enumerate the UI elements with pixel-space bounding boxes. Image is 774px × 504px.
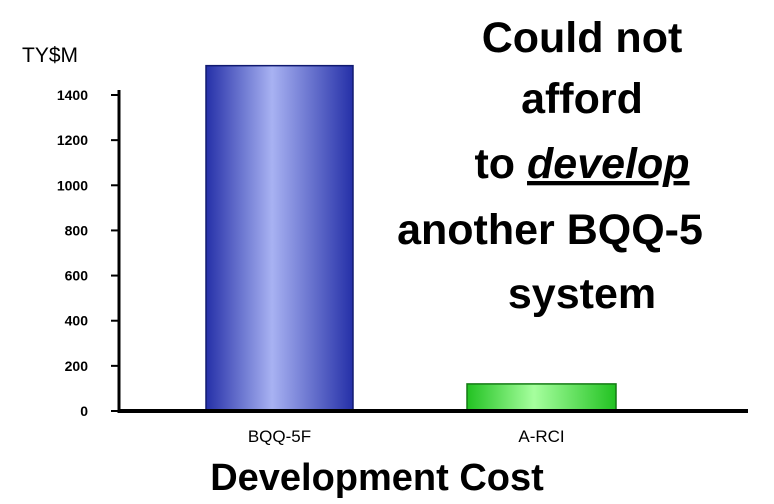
y-tick-label: 400	[65, 313, 89, 329]
annotation-line-3: to develop	[474, 140, 689, 188]
y-tick-label: 1200	[57, 132, 88, 148]
y-axis-ticks: 0 200 400 600 800 1000 1200 1400	[57, 87, 119, 419]
y-tick-label: 800	[65, 222, 89, 238]
x-axis-categories: BQQ-5F A-RCI	[248, 427, 565, 446]
bar-bqq-5f	[205, 64, 354, 412]
y-tick-label: 1400	[57, 87, 88, 103]
annotation: Could not afford to develop another BQQ-…	[397, 14, 703, 318]
x-axis-title: Development Cost	[210, 457, 544, 499]
category-label: BQQ-5F	[248, 427, 311, 446]
annotation-line-3-prefix: to	[474, 140, 527, 188]
y-tick-label: 200	[65, 358, 89, 374]
annotation-line-1: Could not	[482, 14, 683, 62]
y-tick-label: 0	[80, 403, 88, 419]
annotation-line-5: system	[508, 270, 656, 318]
y-tick-label: 600	[65, 268, 89, 284]
annotation-emphasis: develop	[527, 140, 690, 188]
bars	[205, 64, 617, 412]
y-tick-label: 1000	[57, 177, 88, 193]
annotation-line-2: afford	[521, 75, 643, 123]
category-label: A-RCI	[518, 427, 564, 446]
annotation-line-4: another BQQ-5	[397, 206, 703, 254]
y-axis-label: TY$M	[22, 44, 78, 67]
bar-a-rci	[466, 383, 617, 412]
